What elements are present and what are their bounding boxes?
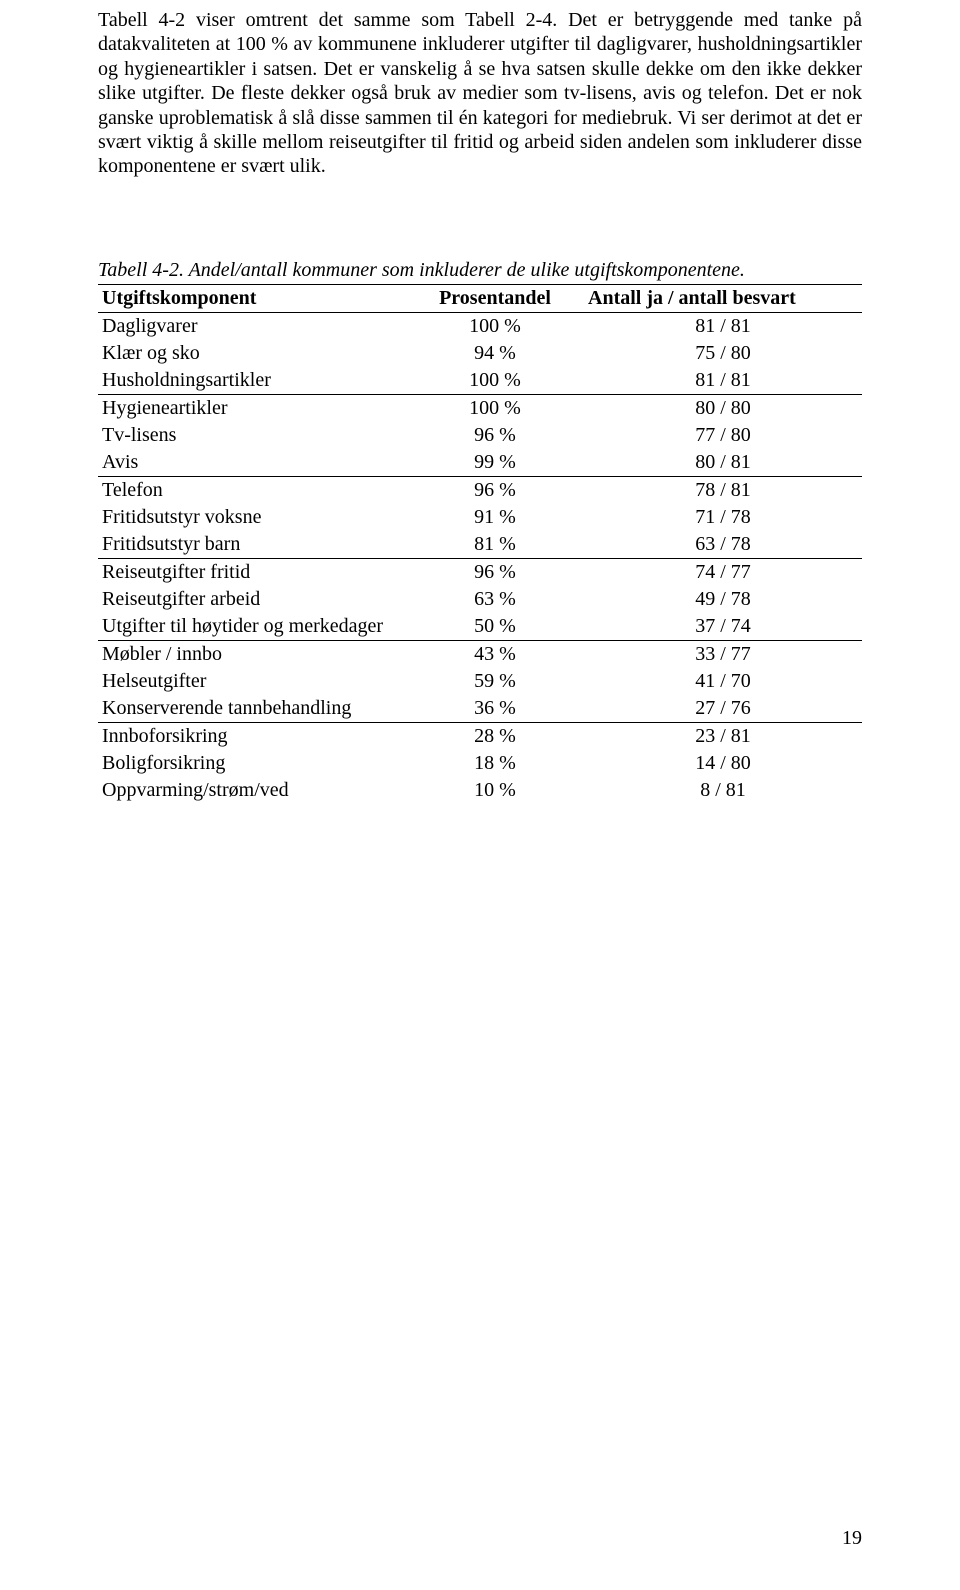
cell-count: 74 / 77: [584, 558, 862, 586]
cell-component: Fritidsutstyr voksne: [98, 504, 406, 531]
cell-percent: 28 %: [406, 722, 584, 750]
cell-percent: 100 %: [406, 367, 584, 395]
cell-percent: 18 %: [406, 750, 584, 777]
cell-count: 14 / 80: [584, 750, 862, 777]
cell-count: 49 / 78: [584, 586, 862, 613]
cell-count: 63 / 78: [584, 531, 862, 559]
cell-component: Utgifter til høytider og merkedager: [98, 613, 406, 641]
cell-count: 77 / 80: [584, 422, 862, 449]
cell-percent: 96 %: [406, 558, 584, 586]
cell-component: Telefon: [98, 476, 406, 504]
cell-component: Boligforsikring: [98, 750, 406, 777]
table-row: Husholdningsartikler100 %81 / 81: [98, 367, 862, 395]
cell-count: 8 / 81: [584, 777, 862, 804]
cell-component: Innboforsikring: [98, 722, 406, 750]
cell-count: 81 / 81: [584, 312, 862, 340]
cell-component: Møbler / innbo: [98, 640, 406, 668]
body-paragraph: Tabell 4-2 viser omtrent det samme som T…: [98, 8, 862, 179]
expense-table: Utgiftskomponent Prosentandel Antall ja …: [98, 284, 862, 804]
cell-count: 33 / 77: [584, 640, 862, 668]
cell-percent: 50 %: [406, 613, 584, 641]
cell-component: Avis: [98, 449, 406, 477]
cell-component: Dagligvarer: [98, 312, 406, 340]
cell-percent: 94 %: [406, 340, 584, 367]
cell-count: 71 / 78: [584, 504, 862, 531]
table-row: Konserverende tannbehandling36 %27 / 76: [98, 695, 862, 723]
cell-percent: 96 %: [406, 422, 584, 449]
table-row: Boligforsikring18 %14 / 80: [98, 750, 862, 777]
cell-percent: 91 %: [406, 504, 584, 531]
cell-percent: 81 %: [406, 531, 584, 559]
cell-component: Fritidsutstyr barn: [98, 531, 406, 559]
cell-count: 81 / 81: [584, 367, 862, 395]
cell-percent: 10 %: [406, 777, 584, 804]
table-header-row: Utgiftskomponent Prosentandel Antall ja …: [98, 284, 862, 312]
cell-component: Reiseutgifter arbeid: [98, 586, 406, 613]
cell-count: 80 / 81: [584, 449, 862, 477]
table-caption: Tabell 4-2. Andel/antall kommuner som in…: [98, 259, 862, 282]
cell-percent: 100 %: [406, 394, 584, 422]
cell-count: 41 / 70: [584, 668, 862, 695]
cell-percent: 99 %: [406, 449, 584, 477]
cell-count: 78 / 81: [584, 476, 862, 504]
table-row: Reiseutgifter arbeid63 %49 / 78: [98, 586, 862, 613]
table-row: Utgifter til høytider og merkedager50 %3…: [98, 613, 862, 641]
cell-component: Husholdningsartikler: [98, 367, 406, 395]
table-row: Møbler / innbo43 %33 / 77: [98, 640, 862, 668]
table-row: Helseutgifter59 %41 / 70: [98, 668, 862, 695]
cell-count: 37 / 74: [584, 613, 862, 641]
cell-component: Helseutgifter: [98, 668, 406, 695]
page: Tabell 4-2 viser omtrent det samme som T…: [0, 0, 960, 1590]
cell-count: 27 / 76: [584, 695, 862, 723]
cell-percent: 100 %: [406, 312, 584, 340]
cell-component: Tv-lisens: [98, 422, 406, 449]
cell-component: Konserverende tannbehandling: [98, 695, 406, 723]
cell-percent: 96 %: [406, 476, 584, 504]
cell-count: 80 / 80: [584, 394, 862, 422]
table-row: Innboforsikring28 %23 / 81: [98, 722, 862, 750]
cell-component: Klær og sko: [98, 340, 406, 367]
cell-percent: 59 %: [406, 668, 584, 695]
cell-count: 23 / 81: [584, 722, 862, 750]
table-row: Hygieneartikler100 %80 / 80: [98, 394, 862, 422]
table-row: Klær og sko94 %75 / 80: [98, 340, 862, 367]
cell-percent: 36 %: [406, 695, 584, 723]
page-number: 19: [842, 1527, 862, 1550]
table-row: Reiseutgifter fritid96 %74 / 77: [98, 558, 862, 586]
cell-percent: 63 %: [406, 586, 584, 613]
cell-count: 75 / 80: [584, 340, 862, 367]
cell-component: Reiseutgifter fritid: [98, 558, 406, 586]
cell-component: Oppvarming/strøm/ved: [98, 777, 406, 804]
table-row: Avis99 %80 / 81: [98, 449, 862, 477]
col-header-percent: Prosentandel: [406, 284, 584, 312]
col-header-count: Antall ja / antall besvart: [584, 284, 862, 312]
table-row: Oppvarming/strøm/ved10 %8 / 81: [98, 777, 862, 804]
cell-component: Hygieneartikler: [98, 394, 406, 422]
table-row: Dagligvarer100 %81 / 81: [98, 312, 862, 340]
col-header-component: Utgiftskomponent: [98, 284, 406, 312]
cell-percent: 43 %: [406, 640, 584, 668]
table-row: Fritidsutstyr voksne91 %71 / 78: [98, 504, 862, 531]
table-row: Tv-lisens96 %77 / 80: [98, 422, 862, 449]
table-row: Telefon96 %78 / 81: [98, 476, 862, 504]
table-row: Fritidsutstyr barn81 %63 / 78: [98, 531, 862, 559]
